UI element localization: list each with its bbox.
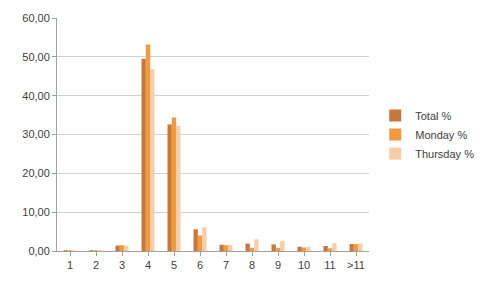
svg-text:40,00: 40,00	[22, 90, 50, 102]
svg-text:60,00: 60,00	[22, 12, 50, 24]
svg-text:Thursday %: Thursday %	[415, 148, 474, 160]
svg-text:3: 3	[119, 259, 125, 271]
svg-text:Total %: Total %	[415, 110, 451, 122]
svg-text:20,00: 20,00	[22, 167, 50, 179]
svg-text:7: 7	[223, 259, 229, 271]
svg-text:11: 11	[324, 259, 335, 271]
svg-text:10: 10	[298, 259, 310, 271]
svg-text:Monday %: Monday %	[415, 129, 467, 141]
svg-text:6: 6	[197, 259, 203, 271]
svg-text:9: 9	[275, 259, 281, 271]
svg-text:2: 2	[93, 259, 99, 271]
svg-text:4: 4	[145, 259, 151, 271]
svg-text:30,00: 30,00	[22, 128, 50, 140]
svg-text:5: 5	[171, 259, 177, 271]
svg-text:>11: >11	[347, 259, 365, 271]
svg-text:0,00: 0,00	[28, 245, 49, 257]
svg-text:8: 8	[249, 259, 255, 271]
svg-text:50,00: 50,00	[22, 51, 50, 63]
svg-text:1: 1	[67, 259, 73, 271]
svg-text:10,00: 10,00	[22, 206, 50, 218]
